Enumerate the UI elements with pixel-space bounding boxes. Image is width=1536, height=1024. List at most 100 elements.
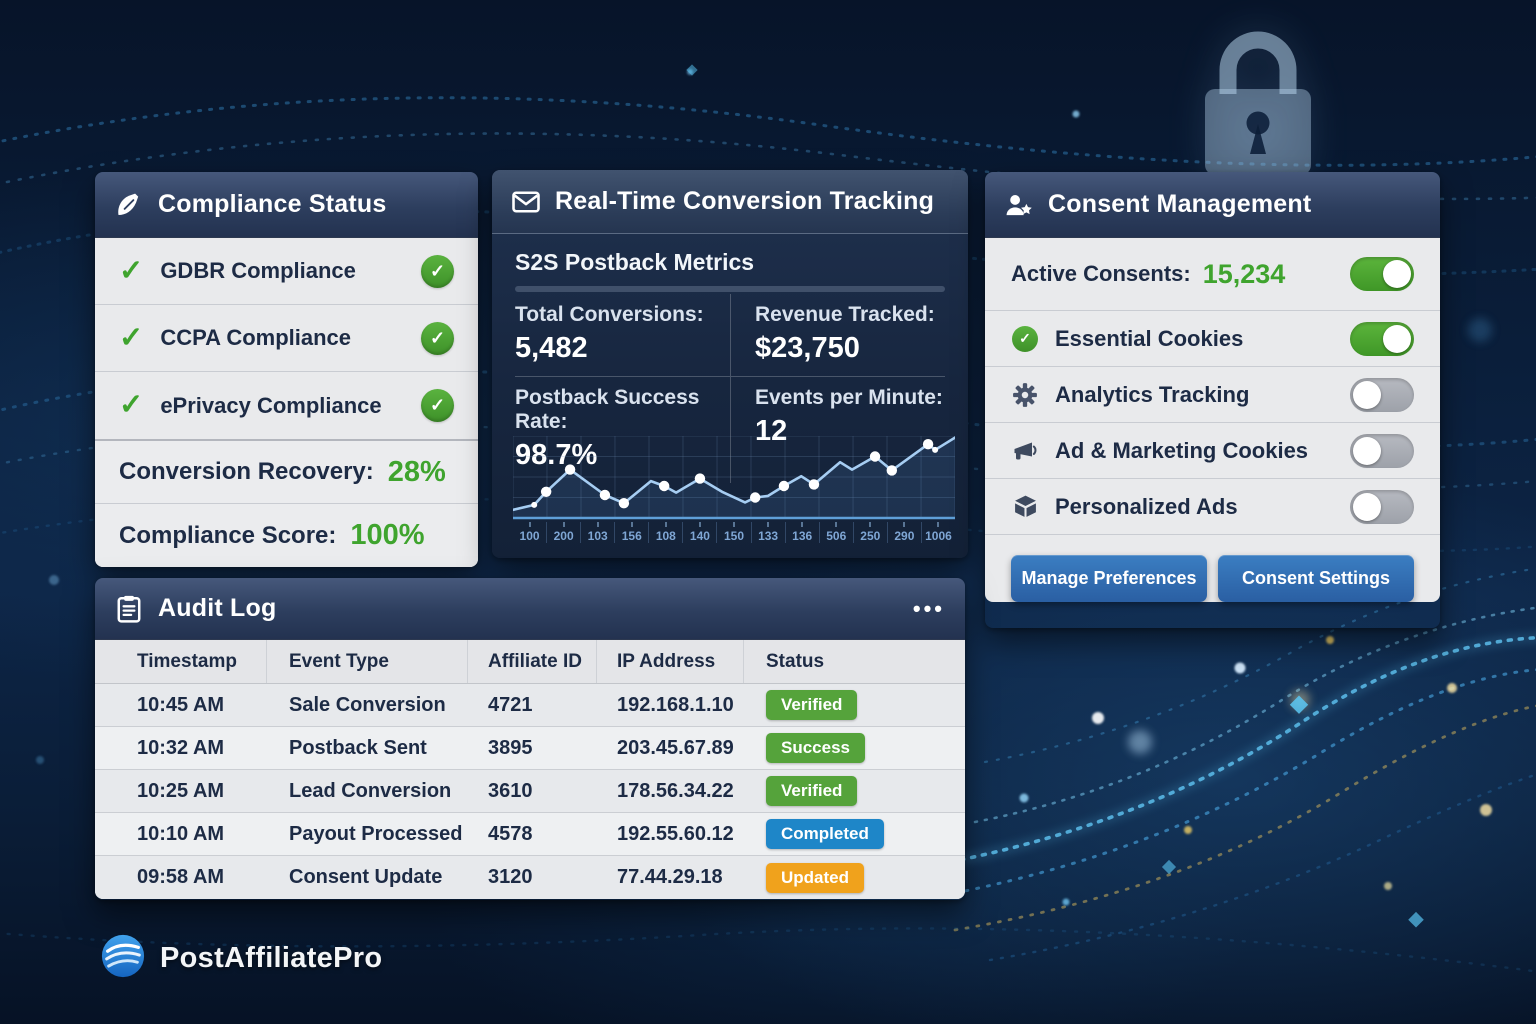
- column-header-ip-address: IP Address: [597, 640, 744, 683]
- essential-cookies-toggle[interactable]: [1350, 321, 1414, 356]
- metric-events-per-minute: Events per Minute: 12: [730, 377, 945, 483]
- compliance-score-value: 100%: [350, 519, 425, 551]
- column-header-event-type: Event Type: [267, 640, 468, 683]
- audit-card-title: Audit Log: [158, 594, 277, 622]
- metric-total-conversions: Total Conversions: 5,482: [515, 294, 730, 377]
- x-axis-tick: 103: [580, 522, 614, 543]
- x-axis-tick: 140: [682, 522, 716, 543]
- x-axis-tick: 133: [750, 522, 785, 543]
- realtime-card-header: Real-Time Conversion Tracking: [492, 170, 968, 234]
- compliance-status-card: Compliance Status ✓ GDBR Compliance ✓ ✓ …: [95, 172, 478, 567]
- x-axis-tick: 506: [818, 522, 853, 543]
- compliance-card-header: Compliance Status: [95, 172, 478, 238]
- status-badge: Updated: [766, 862, 864, 893]
- table-row: 10:10 AM Payout Processed 4578 192.55.60…: [95, 813, 965, 856]
- status-badge: Completed: [766, 819, 884, 849]
- consent-management-card: Consent Management Active Consents: 15,2…: [985, 172, 1440, 628]
- user-star-icon: [1005, 190, 1033, 220]
- logo-waves-icon: [100, 933, 146, 984]
- toggle-knob: [1383, 324, 1411, 353]
- realtime-tracking-card: Real-Time Conversion Tracking S2S Postba…: [492, 170, 968, 558]
- active-consents-value: 15,234: [1202, 258, 1286, 289]
- consent-card-header: Consent Management: [985, 172, 1440, 238]
- conversion-recovery-stat: Conversion Recovery: 28%: [95, 441, 478, 504]
- megaphone-icon: [1011, 440, 1039, 462]
- ad-marketing-cookies-toggle[interactable]: [1350, 433, 1414, 468]
- audit-log-card: Audit Log ••• Timestamp Event Type Affil…: [95, 578, 965, 900]
- essential-cookies-row: ✓ Essential Cookies: [985, 311, 1440, 367]
- more-options-button[interactable]: •••: [912, 595, 945, 621]
- audit-card-header: Audit Log •••: [95, 578, 965, 640]
- compliance-card-body: ✓ GDBR Compliance ✓ ✓ CCPA Compliance ✓ …: [95, 238, 478, 567]
- active-consents-toggle[interactable]: [1350, 257, 1414, 291]
- compliance-item-ccpa: ✓ CCPA Compliance ✓: [95, 305, 478, 372]
- check-circle-icon: ✓: [421, 321, 454, 355]
- chart-plot-area: [513, 436, 955, 520]
- consent-card-title: Consent Management: [1048, 190, 1312, 218]
- padlock-icon: [1205, 31, 1311, 175]
- compliance-card-title: Compliance Status: [158, 190, 387, 218]
- status-badge: Verified: [766, 776, 858, 806]
- postaffiliatepro-logo: PostAffiliatePro: [100, 933, 382, 984]
- audit-table-header: Timestamp Event Type Affiliate ID IP Add…: [95, 640, 965, 684]
- personalized-ads-row: Personalized Ads: [985, 479, 1440, 535]
- toggle-knob: [1383, 260, 1411, 288]
- table-row: 10:45 AM Sale Conversion 4721 192.168.1.…: [95, 684, 965, 727]
- compliance-score-stat: Compliance Score: 100%: [119, 519, 425, 551]
- check-circle-icon: ✓: [421, 254, 454, 288]
- toggle-knob: [1353, 436, 1381, 465]
- conversion-recovery-value: 28%: [387, 455, 446, 488]
- active-consents-row: Active Consents: 15,234: [985, 238, 1440, 311]
- audit-table: Timestamp Event Type Affiliate ID IP Add…: [95, 640, 965, 899]
- column-header-timestamp: Timestamp: [95, 640, 267, 683]
- toggle-knob: [1353, 380, 1381, 409]
- s2s-postback-metrics-subtitle: S2S Postback Metrics: [515, 249, 755, 275]
- check-circle-icon: ✓: [1011, 325, 1039, 352]
- compliance-badge-icon: [115, 189, 143, 220]
- metric-revenue-tracked: Revenue Tracked: $23,750: [730, 294, 945, 377]
- table-row: 10:32 AM Postback Sent 3895 203.45.67.89…: [95, 727, 965, 770]
- logo-text: PostAffiliatePro: [160, 942, 383, 974]
- x-axis-tick: 290: [886, 522, 921, 543]
- chart-x-axis-labels: 100 200 103 156 108 140 150 133 136 506 250 290 1006: [513, 522, 955, 543]
- table-row: 09:58 AM Consent Update 3120 77.44.29.18…: [95, 856, 965, 899]
- analytics-tracking-toggle[interactable]: [1350, 377, 1414, 412]
- realtime-card-title: Real-Time Conversion Tracking: [555, 187, 935, 215]
- analytics-tracking-row: Analytics Tracking: [985, 367, 1440, 423]
- status-badge: Success: [766, 733, 865, 763]
- checkmark-icon: ✓: [119, 254, 144, 287]
- x-axis-tick: 136: [784, 522, 819, 543]
- manage-preferences-button[interactable]: Manage Preferences: [1011, 555, 1207, 602]
- compliance-item-eprivacy: ✓ ePrivacy Compliance ✓: [95, 372, 478, 439]
- x-axis-tick: 1006: [920, 522, 955, 543]
- ad-marketing-cookies-row: Ad & Marketing Cookies: [985, 423, 1440, 479]
- subtitle-divider: [515, 286, 945, 292]
- check-circle-icon: ✓: [421, 389, 454, 422]
- x-axis-tick: 250: [852, 522, 887, 543]
- x-axis-tick: 150: [716, 522, 750, 543]
- compliance-stats: Conversion Recovery: 28% Compliance Scor…: [95, 439, 478, 567]
- envelope-icon: [512, 190, 540, 214]
- x-axis-tick: 200: [546, 522, 580, 543]
- consent-card-body: Active Consents: 15,234 ✓ Essential Cook…: [985, 238, 1440, 602]
- compliance-item-gdbr: ✓ GDBR Compliance ✓: [95, 238, 478, 305]
- checkmark-icon: ✓: [119, 321, 144, 354]
- status-badge: Verified: [766, 690, 858, 720]
- cube-icon: [1011, 494, 1039, 519]
- consent-settings-button[interactable]: Consent Settings: [1218, 555, 1414, 602]
- column-header-status: Status: [766, 650, 825, 672]
- checkmark-icon: ✓: [119, 389, 144, 421]
- x-axis-tick: 108: [648, 522, 682, 543]
- x-axis-tick: 156: [614, 522, 648, 543]
- clipboard-icon: [115, 595, 143, 623]
- metrics-grid: Total Conversions: 5,482 Revenue Tracked…: [515, 294, 945, 483]
- consent-buttons-row: Manage Preferences Consent Settings: [985, 535, 1440, 602]
- column-header-affiliate-id: Affiliate ID: [468, 640, 597, 683]
- gear-icon: [1011, 382, 1039, 408]
- toggle-knob: [1353, 492, 1381, 521]
- personalized-ads-toggle[interactable]: [1350, 489, 1414, 524]
- table-row: 10:25 AM Lead Conversion 3610 178.56.34.…: [95, 770, 965, 813]
- metric-postback-success-rate: Postback Success Rate: 98.7%: [515, 386, 700, 471]
- x-axis-tick: 100: [513, 522, 546, 543]
- conversion-line-chart: 100 200 103 156 108 140 150 133 136 506 250 290 1006: [513, 436, 955, 550]
